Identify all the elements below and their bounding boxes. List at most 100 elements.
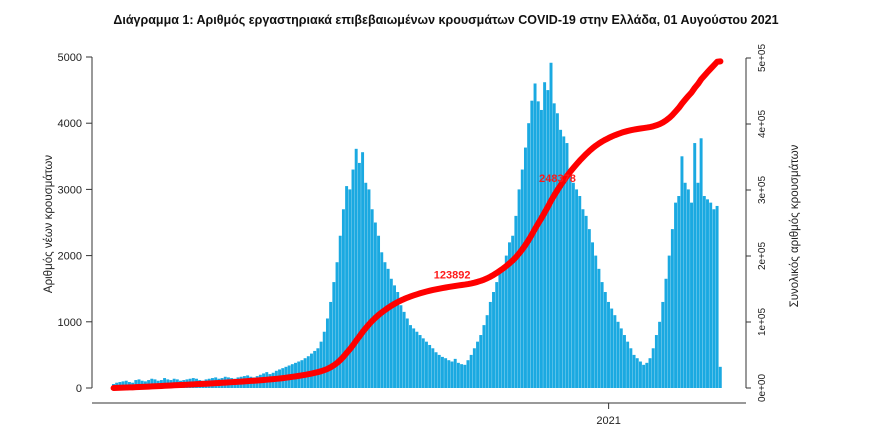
y-ticks-left: 0 1000 2000 3000 4000 5000 [58, 52, 92, 395]
bar [702, 196, 706, 388]
bar [450, 361, 454, 388]
bar [460, 364, 464, 388]
x-ticks: 2021 [596, 403, 621, 427]
bar [690, 202, 693, 388]
bar [718, 366, 722, 388]
bar [424, 341, 428, 388]
bar [367, 189, 371, 388]
bar [351, 169, 355, 388]
bar [530, 100, 534, 388]
bar [520, 169, 524, 388]
bar [488, 301, 492, 388]
bar [332, 282, 336, 388]
bar [607, 301, 610, 388]
bar [642, 364, 646, 388]
bar [696, 182, 700, 388]
bar [651, 348, 655, 388]
bar [361, 152, 365, 388]
bar [437, 354, 441, 388]
bar [495, 282, 499, 388]
y-tick-label: 4000 [58, 118, 82, 130]
bar [674, 202, 678, 388]
bar [587, 229, 591, 388]
cumulative-total-label: 248378 [539, 173, 576, 185]
bar [635, 358, 639, 388]
bar [453, 358, 457, 388]
bar [536, 101, 540, 388]
bar [546, 90, 550, 388]
bar [622, 335, 626, 388]
bar [667, 255, 671, 388]
cumulative-total-label: 494907 [731, 0, 768, 3]
bar [364, 182, 368, 388]
bar [434, 352, 438, 388]
bar [575, 189, 579, 388]
bar [325, 318, 329, 388]
bar [559, 129, 563, 388]
bar [619, 328, 623, 388]
annotations: 494907 248378 123892 [434, 0, 768, 281]
bar [316, 348, 320, 388]
bar [354, 148, 358, 388]
bar [578, 196, 582, 388]
y-ticks-right: 0e+00 1e+05 2e+05 3e+05 4e+05 5e+05 [746, 44, 768, 403]
bar [335, 262, 339, 388]
bar [137, 379, 141, 388]
bar [440, 356, 444, 388]
bar [591, 242, 594, 388]
bar [616, 321, 620, 388]
bar [341, 209, 345, 388]
bar [313, 350, 317, 388]
bar [466, 360, 470, 388]
bar [373, 222, 377, 388]
bar [415, 331, 419, 388]
bar [456, 362, 460, 388]
y-tick-label-right: 2e+05 [757, 242, 768, 271]
bar [706, 199, 709, 388]
bar [504, 255, 508, 388]
bar [693, 143, 697, 388]
bar [581, 209, 585, 388]
bar [386, 268, 390, 388]
bar [683, 182, 687, 388]
x-tick-label: 2021 [596, 415, 620, 427]
bar [409, 325, 412, 388]
bar [393, 285, 396, 388]
bar [565, 143, 569, 388]
bar [613, 315, 617, 388]
bar [527, 123, 531, 388]
bar [357, 162, 361, 388]
y-tick-label-right: 3e+05 [757, 176, 768, 205]
bar [431, 348, 435, 388]
bar [632, 354, 636, 388]
y-tick-label-right: 4e+05 [757, 110, 768, 139]
y-tick-label: 2000 [58, 251, 82, 263]
bar [370, 209, 374, 388]
bar [444, 358, 448, 388]
cumulative-line-series [110, 58, 724, 391]
bar [485, 315, 489, 388]
bar [319, 341, 323, 388]
bar [517, 189, 521, 388]
bar [463, 364, 467, 388]
bar [686, 189, 690, 388]
bar [322, 331, 326, 388]
bar [533, 83, 537, 388]
bar [670, 229, 674, 388]
y-tick-label-right: 0e+00 [757, 374, 768, 403]
bar [150, 378, 154, 388]
bar [552, 103, 556, 388]
bar [539, 109, 543, 389]
bar [501, 268, 505, 388]
bar [514, 215, 518, 388]
bar [134, 380, 138, 388]
bar [645, 362, 649, 388]
bar [594, 255, 598, 388]
bar [492, 292, 495, 388]
bar [543, 82, 547, 388]
bar [654, 335, 658, 388]
bar [472, 348, 476, 388]
bar [476, 341, 480, 388]
bar [418, 335, 422, 388]
bar [380, 252, 384, 388]
